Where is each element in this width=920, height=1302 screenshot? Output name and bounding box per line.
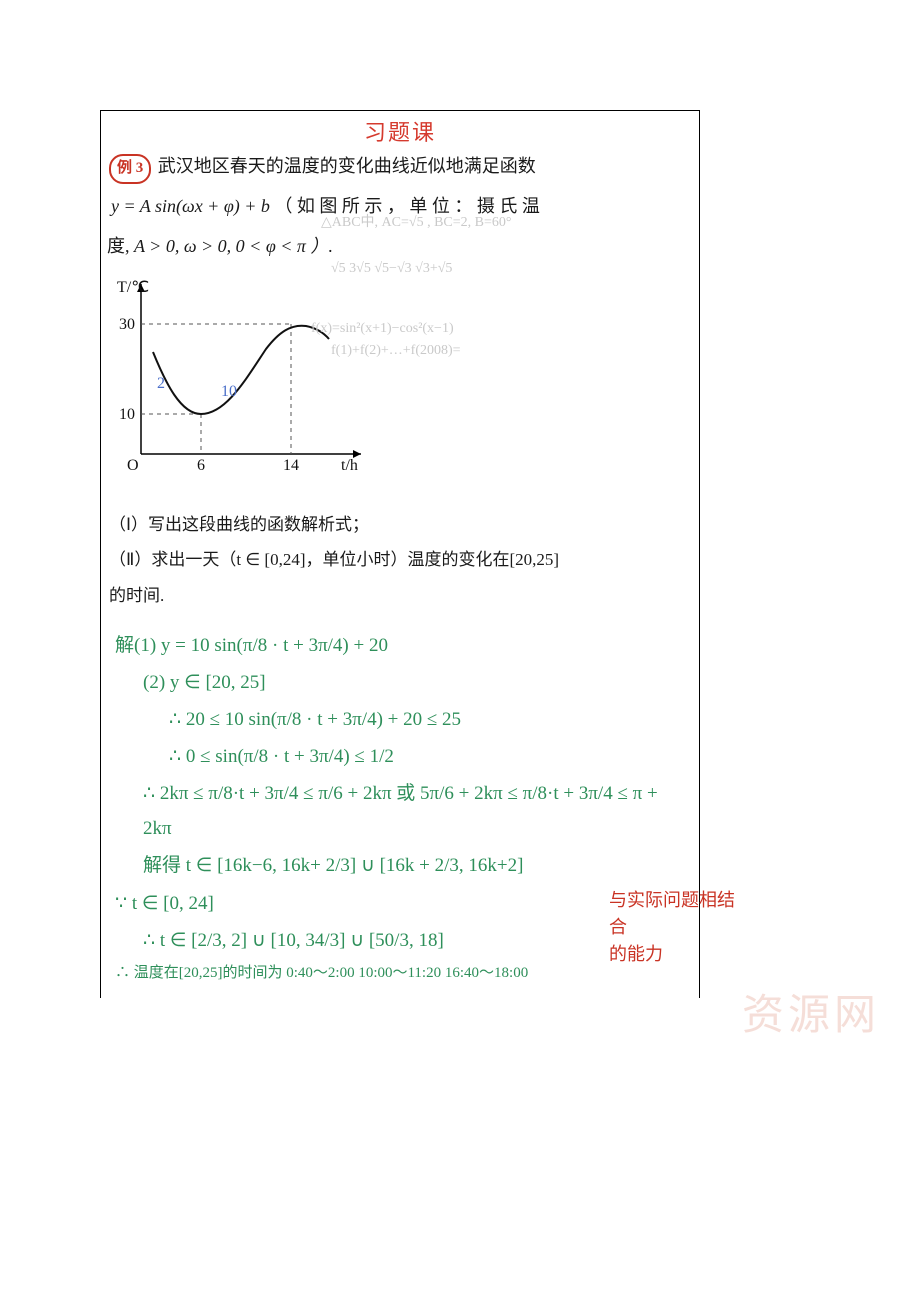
q2-part-a: （Ⅱ）求出一天（ [109,550,236,569]
y-axis-label: T/℃ [117,279,149,296]
bleed-3: f(1)+f(2)+…+f(2008)= [331,343,461,359]
q2-t-range: t ∈ [0,24] [236,550,305,569]
hand-l4: ∴ 0 ≤ sin(π/8 · t + 3π/4) ≤ 1/2 [115,739,689,774]
x-axis-label: t/h [341,457,358,474]
bleed-1: √5 3√5 √5−√3 √3+√5 [331,261,452,277]
cond-prefix: 度, [107,236,130,256]
q2-part-c: 的时间. [109,578,689,614]
y-tick-30: 30 [119,316,135,333]
chart-container: T/℃ 30 10 O 6 14 t/h 2 10 [101,268,699,505]
header-note: 习题课 [101,115,699,147]
side-note-l2: 的能力 [609,941,739,968]
example-text-1: 武汉地区春天的温度的变化曲线近似地满足函数 [158,156,536,176]
hand-point-10: 10 [221,383,237,400]
watermark: 资源网 [742,981,880,1042]
q2-range: [20,25] [509,550,559,569]
question-1: （Ⅰ）写出这段曲线的函数解析式； [109,507,689,543]
x-tick-6: 6 [197,457,205,474]
hand-l7: ∵ t ∈ [0, 24] [115,886,689,921]
temperature-chart: T/℃ 30 10 O 6 14 t/h 2 10 [111,274,371,484]
question-2: （Ⅱ）求出一天（t ∈ [0,24]，单位小时）温度的变化在[20,25] [109,542,689,578]
bleed-2: f(x)=sin²(x+1)−cos²(x−1) [311,321,454,337]
hand-l8: ∴ t ∈ [2/3, 2] ∪ [10, 34/3] ∪ [50/3, 18] [115,923,689,958]
example-badge: 例 3 [109,154,151,184]
origin-label: O [127,457,139,474]
hand-l3: ∴ 20 ≤ 10 sin(π/8 · t + 3π/4) + 20 ≤ 25 [115,702,689,737]
hand-l1: 解(1) y = 10 sin(π/8 · t + 3π/4) + 20 [115,628,689,663]
example-line-1: 例 3 武汉地区春天的温度的变化曲线近似地满足函数 [101,147,699,184]
questions-block: （Ⅰ）写出这段曲线的函数解析式； （Ⅱ）求出一天（t ∈ [0,24]，单位小时… [101,505,699,622]
worksheet-page: 习题课 例 3 武汉地区春天的温度的变化曲线近似地满足函数 y = A sin(… [100,110,700,998]
hand-point-2: 2 [157,375,165,392]
cond-math: A > 0, ω > 0, 0 < φ < π ）. [134,236,333,256]
bleed-4: △ABC中, AC=√5 , BC=2, B=60° [321,211,511,231]
hand-l6: 解得 t ∈ [16k−6, 16k+ 2/3] ∪ [16k + 2/3, 1… [115,848,689,883]
hand-l2: (2) y ∈ [20, 25] [115,665,689,700]
side-note-l1: 与实际问题相结合 [609,887,739,941]
teacher-side-note: 与实际问题相结合 的能力 [609,887,739,968]
y-tick-10: 10 [119,406,135,423]
q2-part-b: ，单位小时）温度的变化在 [305,550,509,569]
formula-math: y = A sin(ωx + φ) + b [111,196,270,216]
hand-l9: ∴ 温度在[20,25]的时间为 0:40～2:00 10:00～11:20 1… [115,960,689,988]
hand-l5: ∴ 2kπ ≤ π/8·t + 3π/4 ≤ π/6 + 2kπ 或 5π/6 … [115,776,689,846]
x-tick-14: 14 [283,457,299,474]
